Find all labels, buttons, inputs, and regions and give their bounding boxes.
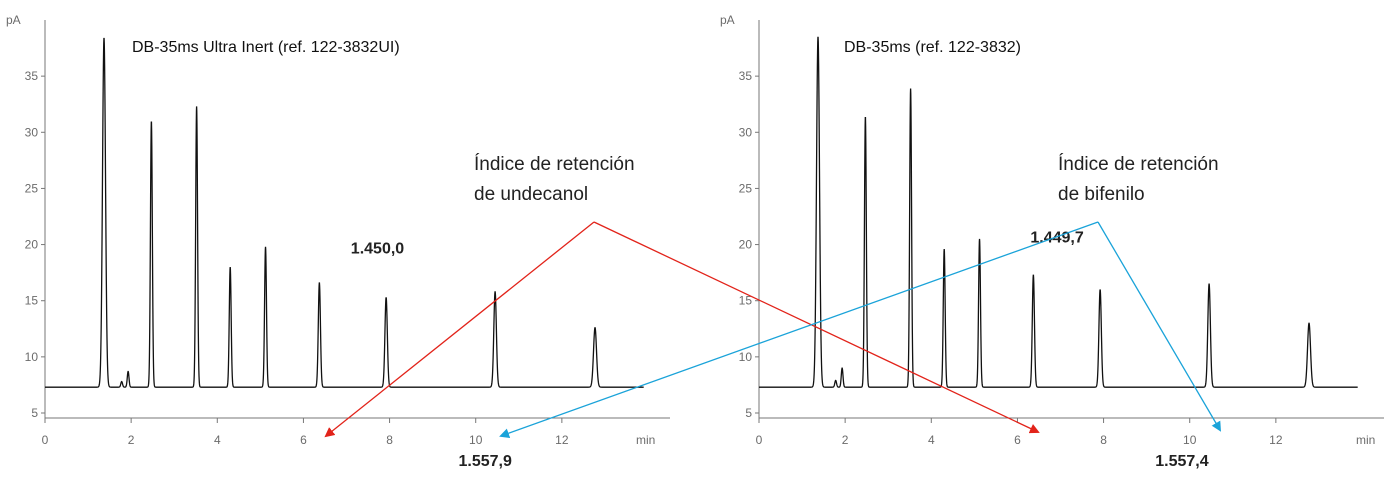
chart-panel-right: 5 10 15 20 25 30 35 0 2 4 6 8 10 12 pA min DB-35ms (…	[720, 13, 1384, 470]
x-tick-label: 0	[42, 433, 49, 447]
x-tick-label: 0	[756, 433, 763, 447]
x-axis-label: min	[636, 433, 655, 447]
arrow-to-left-panel	[324, 221, 595, 438]
y-tick-label: 20	[25, 238, 39, 252]
x-tick-label: 10	[1183, 433, 1197, 447]
x-tick-label: 4	[214, 433, 221, 447]
annotation-line-2: de bifenilo	[1058, 184, 1145, 205]
data-labels: 1.450,0 1.557,9	[351, 241, 512, 470]
chart-panel-left: 5 10 15 20 25 30 35 0 2 4 6 8 10 12 pA min DB-35ms U…	[6, 13, 670, 470]
chart-title: DB-35ms Ultra Inert (ref. 122-3832UI)	[132, 39, 400, 56]
y-tick-label: 35	[739, 69, 753, 83]
annotation-line-1: Índice de retención	[474, 154, 635, 175]
x-tick-label: 6	[300, 433, 307, 447]
chromatogram-trace	[45, 37, 644, 388]
y-tick-label: 25	[25, 181, 39, 195]
x-tick-label: 2	[128, 433, 135, 447]
y-tick-label: 10	[25, 350, 39, 364]
x-tick-label: 12	[555, 433, 569, 447]
x-tick-label: 4	[928, 433, 935, 447]
value-label: 1.557,9	[458, 453, 511, 470]
x-tick-label: 10	[469, 433, 483, 447]
value-label: 1.450,0	[351, 241, 404, 258]
y-axis-label: pA	[720, 13, 735, 27]
y-axis: 5 10 15 20 25 30 35	[25, 20, 46, 420]
y-axis: 5 10 15 20 25 30 35	[739, 20, 760, 420]
x-tick-label: 8	[386, 433, 393, 447]
y-axis-label: pA	[6, 13, 21, 27]
x-tick-label: 8	[1100, 433, 1107, 447]
x-tick-label: 12	[1269, 433, 1283, 447]
x-axis-label: min	[1356, 433, 1375, 447]
annotation-bifenilo: Índice de retención de bifenilo	[499, 154, 1222, 439]
annotation-line-2: de undecanol	[474, 184, 588, 205]
y-tick-label: 35	[25, 69, 39, 83]
y-tick-label: 20	[739, 238, 753, 252]
arrow-to-left-panel	[499, 221, 1099, 439]
y-tick-label: 25	[739, 181, 753, 195]
x-axis: 0 2 4 6 8 10 12	[756, 417, 1384, 447]
value-label: 1.557,4	[1155, 453, 1208, 470]
x-tick-label: 6	[1014, 433, 1021, 447]
y-tick-label: 30	[25, 125, 39, 139]
y-tick-label: 30	[739, 125, 753, 139]
chromatogram-trace	[759, 36, 1358, 388]
x-axis: 0 2 4 6 8 10 12	[42, 417, 670, 447]
y-tick-label: 5	[31, 406, 38, 420]
y-tick-label: 15	[25, 294, 39, 308]
arrow-to-right-panel	[1097, 221, 1222, 432]
x-tick-label: 2	[842, 433, 849, 447]
y-tick-label: 5	[745, 406, 752, 420]
annotation-undecanol: Índice de retención de undecanol	[324, 154, 1040, 438]
arrow-to-right-panel	[593, 221, 1040, 434]
chart-title: DB-35ms (ref. 122-3832)	[844, 39, 1021, 56]
y-tick-label: 10	[739, 350, 753, 364]
annotation-line-1: Índice de retención	[1058, 154, 1219, 175]
data-labels: 1.449,71.557,4	[1030, 229, 1208, 470]
y-tick-label: 15	[739, 294, 753, 308]
